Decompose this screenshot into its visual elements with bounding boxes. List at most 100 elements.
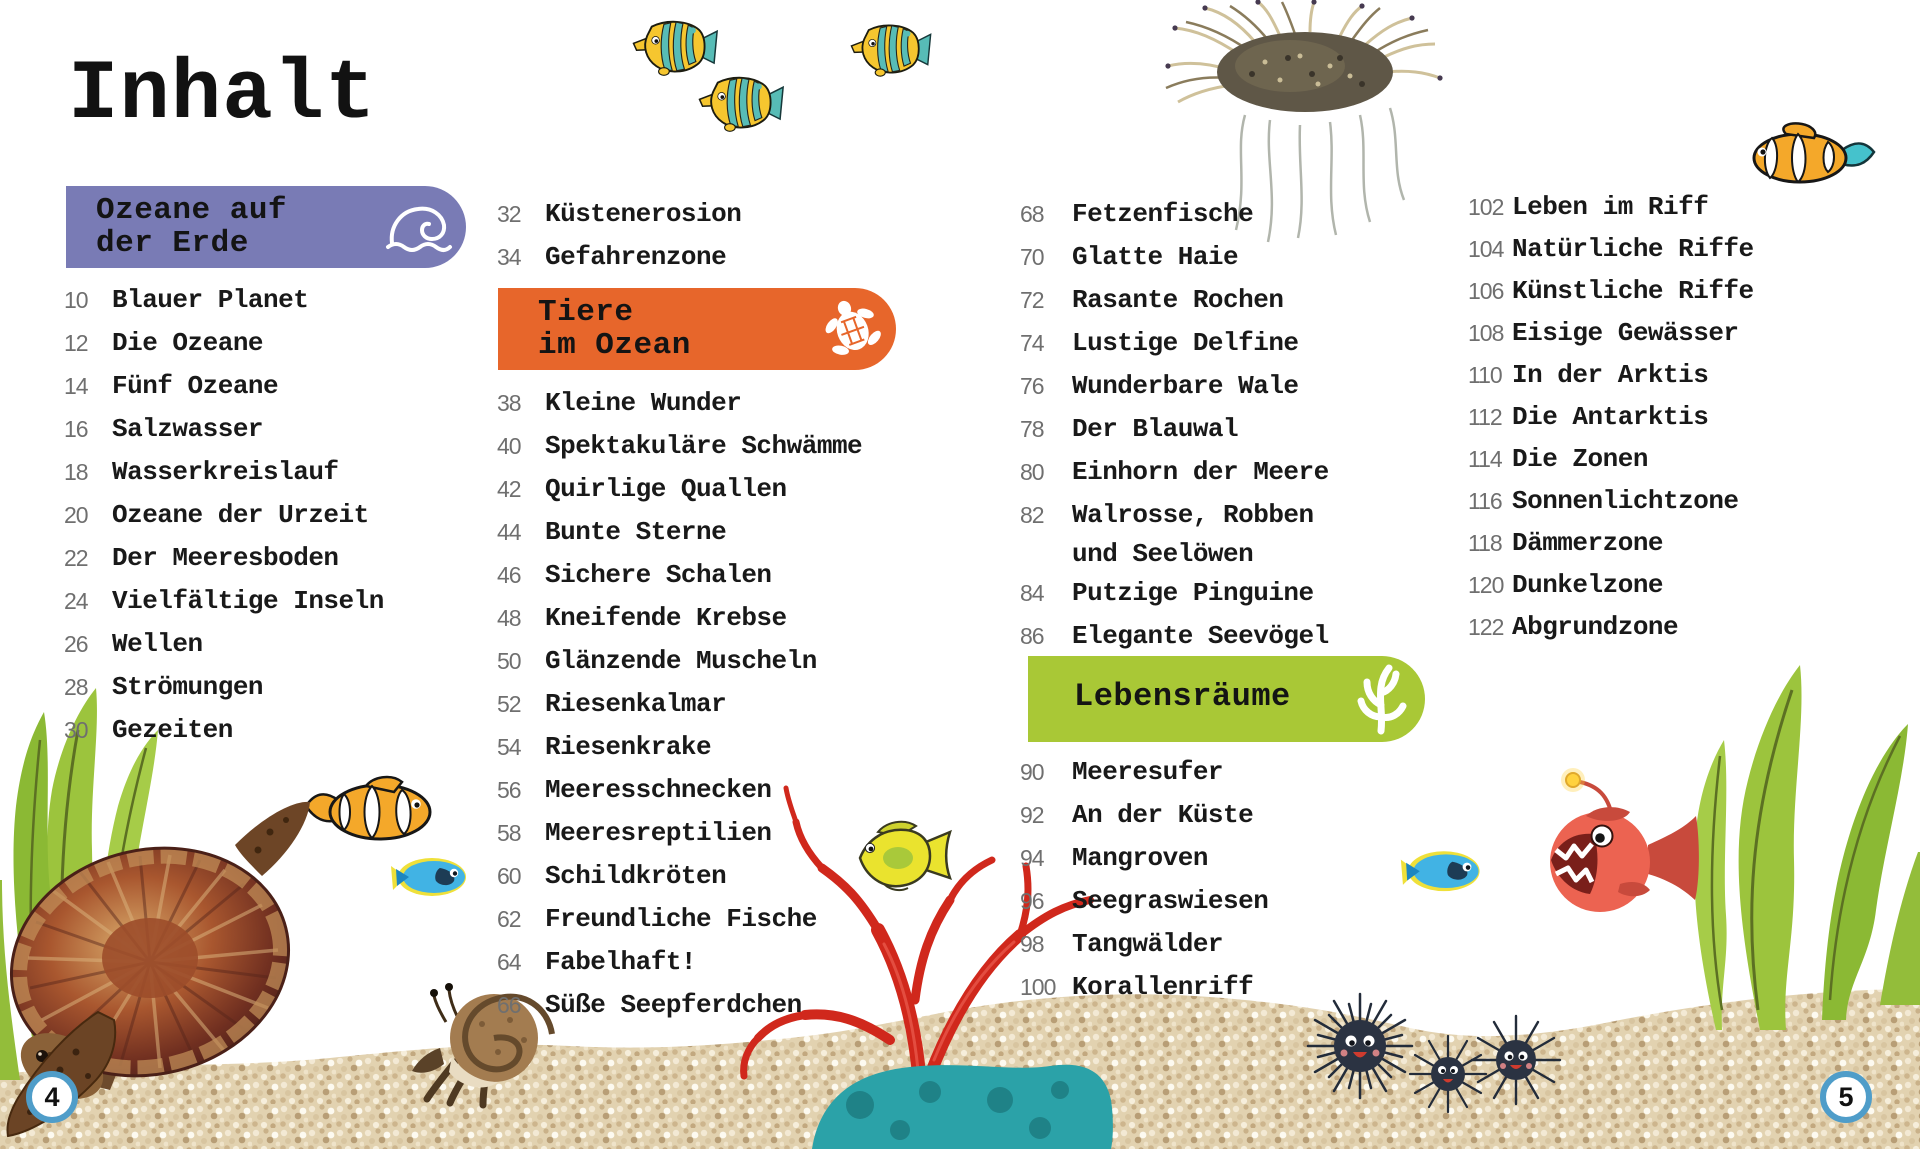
toc-entry-label: Vielfältige Inseln	[112, 586, 384, 616]
toc-entry-label: Glänzende Muscheln	[545, 646, 817, 676]
toc-entry-page-number: 20	[64, 502, 89, 528]
toc-entry: 78 Der Blauwal	[1020, 408, 1329, 451]
toc-entry: 82 Walrosse, Robben und Seelöwen	[1020, 494, 1329, 572]
page-number-right: 5	[1820, 1071, 1872, 1123]
toc-entry: 122 Abgrundzone	[1468, 606, 1754, 648]
toc-entry: 86 Elegante Seevögel	[1020, 615, 1329, 658]
toc-entry-page-number: 46	[497, 562, 522, 588]
toc-entry: 18 Wasserkreislauf	[64, 451, 384, 494]
toc-column-3-top: 68 Fetzenfische 70 Glatte Haie 72 Rasant…	[1020, 193, 1329, 658]
toc-entry-label: Quirlige Quallen	[545, 474, 787, 504]
toc-entry: 32 Küstenerosion	[497, 193, 742, 236]
toc-entry: 94 Mangroven	[1020, 837, 1268, 880]
toc-entry: 46 Sichere Schalen	[497, 554, 862, 597]
toc-entry: 22 Der Meeresboden	[64, 537, 384, 580]
toc-entry: 102 Leben im Riff	[1468, 186, 1754, 228]
toc-entry-label: Eisige Gewässer	[1512, 318, 1739, 348]
toc-entry-label: Kleine Wunder	[545, 388, 742, 418]
toc-entry-page-number: 54	[497, 734, 522, 760]
toc-entry: 50 Glänzende Muscheln	[497, 640, 862, 683]
toc-entry-page-number: 76	[1020, 373, 1045, 399]
toc-entry: 10 Blauer Planet	[64, 279, 384, 322]
toc-entry-label: Wellen	[112, 629, 203, 659]
toc-entry: 104 Natürliche Riffe	[1468, 228, 1754, 270]
toc-entry-label: Glatte Haie	[1072, 242, 1239, 272]
toc-entry: 64 Fabelhaft!	[497, 941, 862, 984]
toc-entry-label: Abgrundzone	[1512, 612, 1679, 642]
toc-entry-label: Fünf Ozeane	[112, 371, 279, 401]
toc-entry-label: Ozeane der Urzeit	[112, 500, 369, 530]
sea-turtle-image	[6, 801, 310, 1138]
toc-entry-page-number: 84	[1020, 580, 1045, 606]
sea-urchin-icon	[1306, 992, 1562, 1114]
coral-icon	[1357, 664, 1407, 735]
toc-entry-label: Die Zonen	[1512, 444, 1648, 474]
toc-entry-label-line2: und Seelöwen	[1072, 539, 1254, 569]
toc-entry-page-number: 38	[497, 390, 522, 416]
toc-entry-label: Bunte Sterne	[545, 517, 727, 547]
toc-entry-page-number: 116	[1468, 488, 1503, 514]
toc-entry-page-number: 72	[1020, 287, 1045, 313]
wave-icon	[386, 206, 452, 252]
toc-entry-page-number: 56	[497, 777, 522, 803]
toc-entry: 72 Rasante Rochen	[1020, 279, 1329, 322]
toc-entry: 52 Riesenkalmar	[497, 683, 862, 726]
toc-entry: 80 Einhorn der Meere	[1020, 451, 1329, 494]
toc-entry-page-number: 112	[1468, 404, 1503, 430]
toc-entry-page-number: 122	[1468, 614, 1504, 640]
toc-entry-page-number: 74	[1020, 330, 1045, 356]
toc-entry-page-number: 44	[497, 519, 522, 545]
toc-entry: 98 Tangwälder	[1020, 923, 1268, 966]
toc-entry-page-number: 52	[497, 691, 522, 717]
toc-entry: 110 In der Arktis	[1468, 354, 1754, 396]
toc-entry: 120 Dunkelzone	[1468, 564, 1754, 606]
toc-entry: 84 Putzige Pinguine	[1020, 572, 1329, 615]
toc-entry-label: Freundliche Fische	[545, 904, 817, 934]
toc-entry-page-number: 120	[1468, 572, 1504, 598]
toc-entry-page-number: 100	[1020, 974, 1056, 1000]
toc-entry-page-number: 82	[1020, 502, 1045, 528]
toc-entry-label: Schildkröten	[545, 861, 727, 891]
toc-entry-page-number: 96	[1020, 888, 1045, 914]
toc-entry-label: Wunderbare Wale	[1072, 371, 1299, 401]
toc-entry-page-number: 106	[1468, 278, 1504, 304]
toc-entry-label: Künstliche Riffe	[1512, 276, 1754, 306]
toc-entry: 76 Wunderbare Wale	[1020, 365, 1329, 408]
toc-entry: 42 Quirlige Quallen	[497, 468, 862, 511]
toc-column-4: 102 Leben im Riff 104 Natürliche Riffe 1…	[1468, 186, 1754, 648]
section-banner-habitats: Lebensräume	[1028, 656, 1425, 742]
toc-entry-page-number: 114	[1468, 446, 1503, 472]
toc-entry: 20 Ozeane der Urzeit	[64, 494, 384, 537]
red-coral-image	[740, 785, 1113, 1149]
toc-entry: 56 Meeresschnecken	[497, 769, 862, 812]
toc-entry-page-number: 18	[64, 459, 89, 485]
toc-entry-page-number: 80	[1020, 459, 1045, 485]
toc-entry-label: Walrosse, Robben	[1072, 500, 1314, 530]
toc-entry-label: Sichere Schalen	[545, 560, 772, 590]
toc-entry: 30 Gezeiten	[64, 709, 384, 752]
toc-entry-page-number: 48	[497, 605, 522, 631]
anglerfish-icon	[1550, 768, 1699, 912]
toc-entry-page-number: 104	[1468, 236, 1504, 262]
toc-entry-label: Sonnenlichtzone	[1512, 486, 1739, 516]
toc-entry-label: Lustige Delfine	[1072, 328, 1299, 358]
toc-entry-label: Wasserkreislauf	[112, 457, 339, 487]
toc-entry-page-number: 86	[1020, 623, 1045, 649]
toc-entry-label: Blauer Planet	[112, 285, 309, 315]
toc-entry: 26 Wellen	[64, 623, 384, 666]
toc-entry-page-number: 32	[497, 201, 522, 227]
toc-entry-page-number: 102	[1468, 194, 1504, 220]
butterflyfish-icon	[698, 76, 785, 133]
toc-entry-page-number: 108	[1468, 320, 1504, 346]
toc-entry-page-number: 22	[64, 545, 89, 571]
toc-entry-label: Der Blauwal	[1072, 414, 1239, 444]
toc-entry-label: Gefahrenzone	[545, 242, 727, 272]
toc-entry: 68 Fetzenfische	[1020, 193, 1329, 236]
toc-entry-page-number: 30	[64, 717, 89, 743]
toc-entry: 60 Schildkröten	[497, 855, 862, 898]
toc-entry-page-number: 118	[1468, 530, 1503, 556]
toc-entry-label: Leben im Riff	[1512, 192, 1709, 222]
toc-entry-page-number: 28	[64, 674, 89, 700]
yellow-damselfish-icon	[858, 820, 953, 892]
